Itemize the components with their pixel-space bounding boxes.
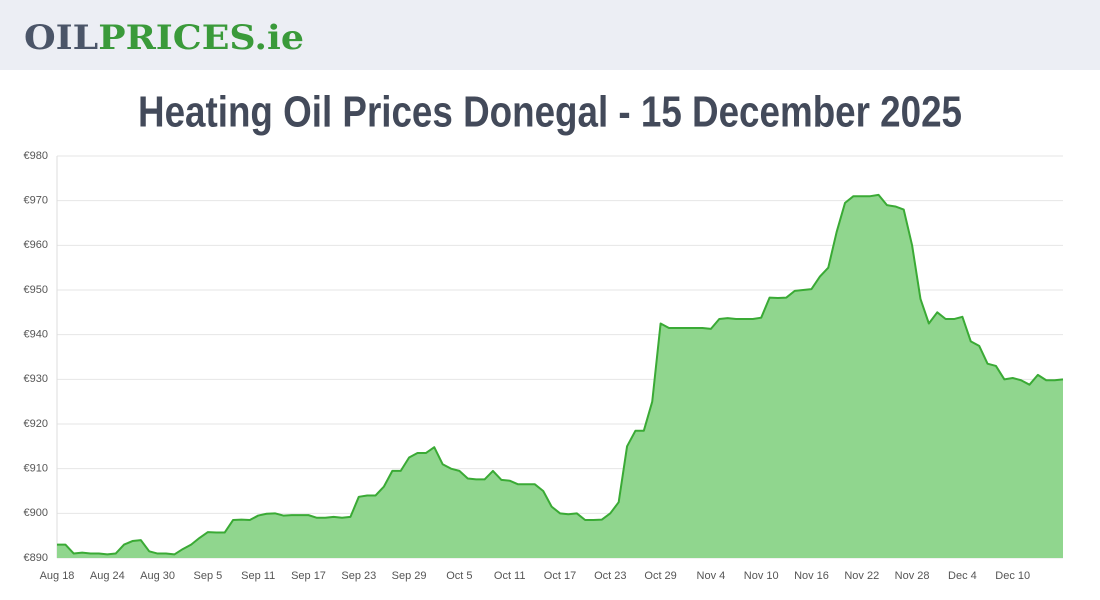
y-tick-label: €900 xyxy=(24,507,48,519)
y-tick-label: €930 xyxy=(24,373,48,385)
y-tick-label: €960 xyxy=(24,239,48,251)
x-tick-label: Nov 10 xyxy=(744,570,779,582)
x-tick-label: Aug 18 xyxy=(40,570,75,582)
x-tick-label: Sep 5 xyxy=(194,570,223,582)
logo[interactable]: OIL PRICES .ie xyxy=(24,18,304,58)
x-tick-label: Dec 4 xyxy=(948,570,977,582)
x-tick-label: Oct 5 xyxy=(446,570,472,582)
x-tick-label: Aug 24 xyxy=(90,570,125,582)
x-tick-label: Oct 11 xyxy=(494,570,526,582)
x-tick-label: Nov 4 xyxy=(697,570,726,582)
logo-part: .ie xyxy=(254,18,304,58)
x-tick-label: Sep 17 xyxy=(291,570,326,582)
y-tick-label: €950 xyxy=(24,284,48,296)
x-tick-label: Oct 17 xyxy=(544,570,576,582)
logo-part: OIL xyxy=(24,18,98,58)
x-tick-label: Sep 23 xyxy=(341,570,376,582)
x-tick-label: Nov 22 xyxy=(844,570,879,582)
y-tick-label: €910 xyxy=(24,463,48,475)
y-tick-label: €940 xyxy=(24,329,48,341)
x-tick-label: Sep 29 xyxy=(392,570,427,582)
logo-part: PRICES xyxy=(98,18,254,58)
x-tick-label: Oct 29 xyxy=(644,570,676,582)
price-line xyxy=(57,193,1064,556)
x-tick-label: Sep 11 xyxy=(241,570,275,582)
y-tick-label: €920 xyxy=(24,418,48,430)
x-tick-label: Aug 30 xyxy=(140,570,175,582)
x-tick-label: Oct 23 xyxy=(594,570,626,582)
y-tick-label: €890 xyxy=(24,552,48,564)
x-tick-label: Nov 16 xyxy=(794,570,829,582)
y-tick-label: €980 xyxy=(24,150,48,162)
chart-title: Heating Oil Prices Donegal - 15 December… xyxy=(138,88,962,137)
x-tick-label: Dec 10 xyxy=(995,570,1030,582)
x-tick-label: Nov 28 xyxy=(895,570,930,582)
area-fill xyxy=(57,194,1063,559)
y-tick-label: €970 xyxy=(24,195,48,207)
header-bar xyxy=(0,0,1100,70)
